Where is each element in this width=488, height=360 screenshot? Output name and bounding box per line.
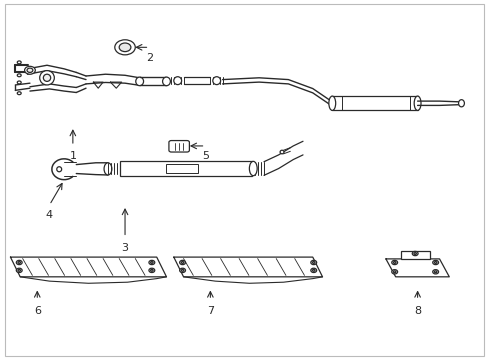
Ellipse shape	[16, 260, 22, 265]
Ellipse shape	[413, 96, 420, 111]
Bar	[120, 161, 251, 176]
Ellipse shape	[432, 260, 438, 265]
Ellipse shape	[18, 262, 20, 264]
Ellipse shape	[149, 260, 155, 265]
Ellipse shape	[280, 150, 284, 154]
Ellipse shape	[150, 262, 153, 264]
Ellipse shape	[179, 260, 185, 265]
Polygon shape	[173, 257, 322, 277]
Ellipse shape	[433, 262, 436, 264]
Ellipse shape	[16, 268, 22, 273]
Ellipse shape	[181, 262, 183, 264]
Ellipse shape	[119, 43, 131, 51]
Ellipse shape	[173, 77, 181, 85]
Ellipse shape	[212, 77, 220, 85]
Ellipse shape	[24, 66, 35, 74]
Ellipse shape	[458, 100, 464, 107]
Ellipse shape	[433, 271, 436, 273]
Ellipse shape	[391, 270, 397, 274]
Ellipse shape	[432, 270, 438, 274]
Ellipse shape	[312, 270, 314, 271]
Ellipse shape	[328, 96, 335, 111]
Ellipse shape	[181, 270, 183, 271]
Ellipse shape	[310, 268, 316, 273]
Ellipse shape	[391, 260, 397, 265]
Text: 6: 6	[34, 306, 41, 315]
FancyBboxPatch shape	[168, 140, 189, 152]
Polygon shape	[10, 257, 166, 277]
Ellipse shape	[136, 77, 143, 86]
Text: 8: 8	[413, 306, 420, 315]
Ellipse shape	[17, 81, 21, 84]
Text: 1: 1	[69, 151, 76, 161]
Bar	[166, 164, 198, 173]
Ellipse shape	[393, 271, 395, 273]
Ellipse shape	[179, 268, 185, 273]
Text: 4: 4	[46, 211, 53, 220]
Ellipse shape	[57, 167, 61, 172]
Ellipse shape	[17, 74, 21, 77]
Ellipse shape	[393, 262, 395, 264]
Ellipse shape	[43, 74, 51, 81]
Ellipse shape	[312, 262, 314, 264]
Ellipse shape	[40, 71, 54, 85]
Text: 3: 3	[122, 243, 128, 253]
Ellipse shape	[249, 161, 257, 176]
Ellipse shape	[104, 163, 112, 175]
Ellipse shape	[27, 68, 33, 72]
Ellipse shape	[17, 92, 21, 95]
Ellipse shape	[149, 268, 155, 273]
Ellipse shape	[310, 260, 316, 265]
Ellipse shape	[411, 251, 417, 256]
Ellipse shape	[17, 61, 21, 64]
Text: 7: 7	[206, 306, 213, 315]
Ellipse shape	[115, 40, 135, 55]
Polygon shape	[385, 259, 448, 277]
Text: 2: 2	[145, 53, 153, 63]
Bar	[400, 251, 429, 259]
Ellipse shape	[150, 270, 153, 271]
Ellipse shape	[162, 77, 170, 86]
Text: 5: 5	[202, 151, 208, 161]
Ellipse shape	[413, 253, 415, 255]
Ellipse shape	[18, 270, 20, 271]
Bar	[331, 96, 417, 111]
